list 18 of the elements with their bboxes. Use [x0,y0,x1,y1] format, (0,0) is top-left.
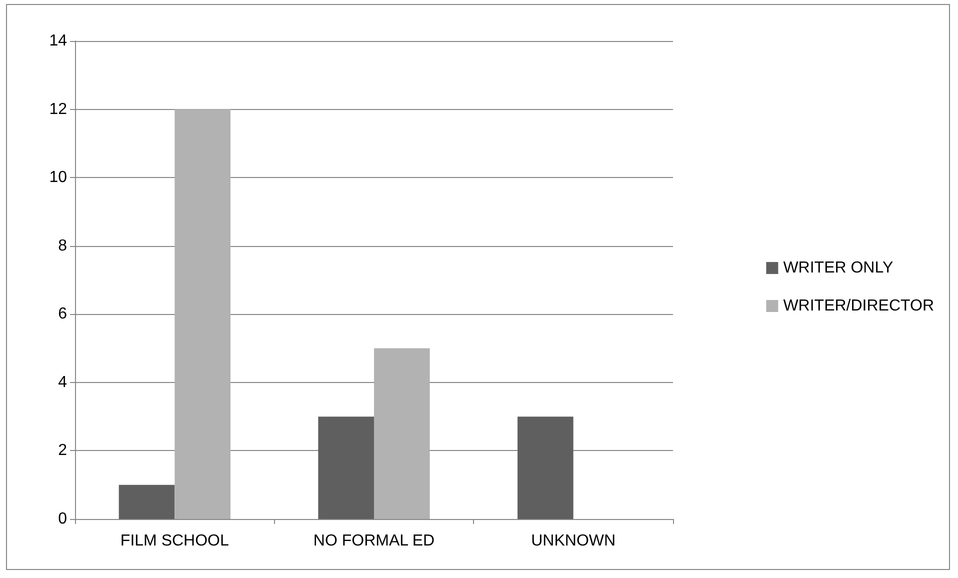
x-tick-label: FILM SCHOOL [120,532,229,550]
y-tick-label: 14 [49,32,68,50]
x-tick-label: UNKNOWN [531,532,616,550]
y-tick-label: 6 [58,306,68,323]
bar [518,416,574,519]
y-tick-label: 12 [49,100,68,118]
y-tick-label: 0 [58,510,68,528]
legend-label: WRITER/DIRECTOR [783,298,934,314]
y-tick-label: 4 [58,374,68,391]
y-tick-label: 8 [58,237,68,254]
bar [118,484,175,519]
bar [318,416,374,519]
bar [174,109,230,519]
bar [374,348,430,519]
x-tick-label: NO FORMAL ED [313,532,435,550]
y-tick-label: 2 [58,442,68,460]
y-tick-label: 10 [49,169,68,186]
legend-label: WRITER ONLY [783,260,894,276]
